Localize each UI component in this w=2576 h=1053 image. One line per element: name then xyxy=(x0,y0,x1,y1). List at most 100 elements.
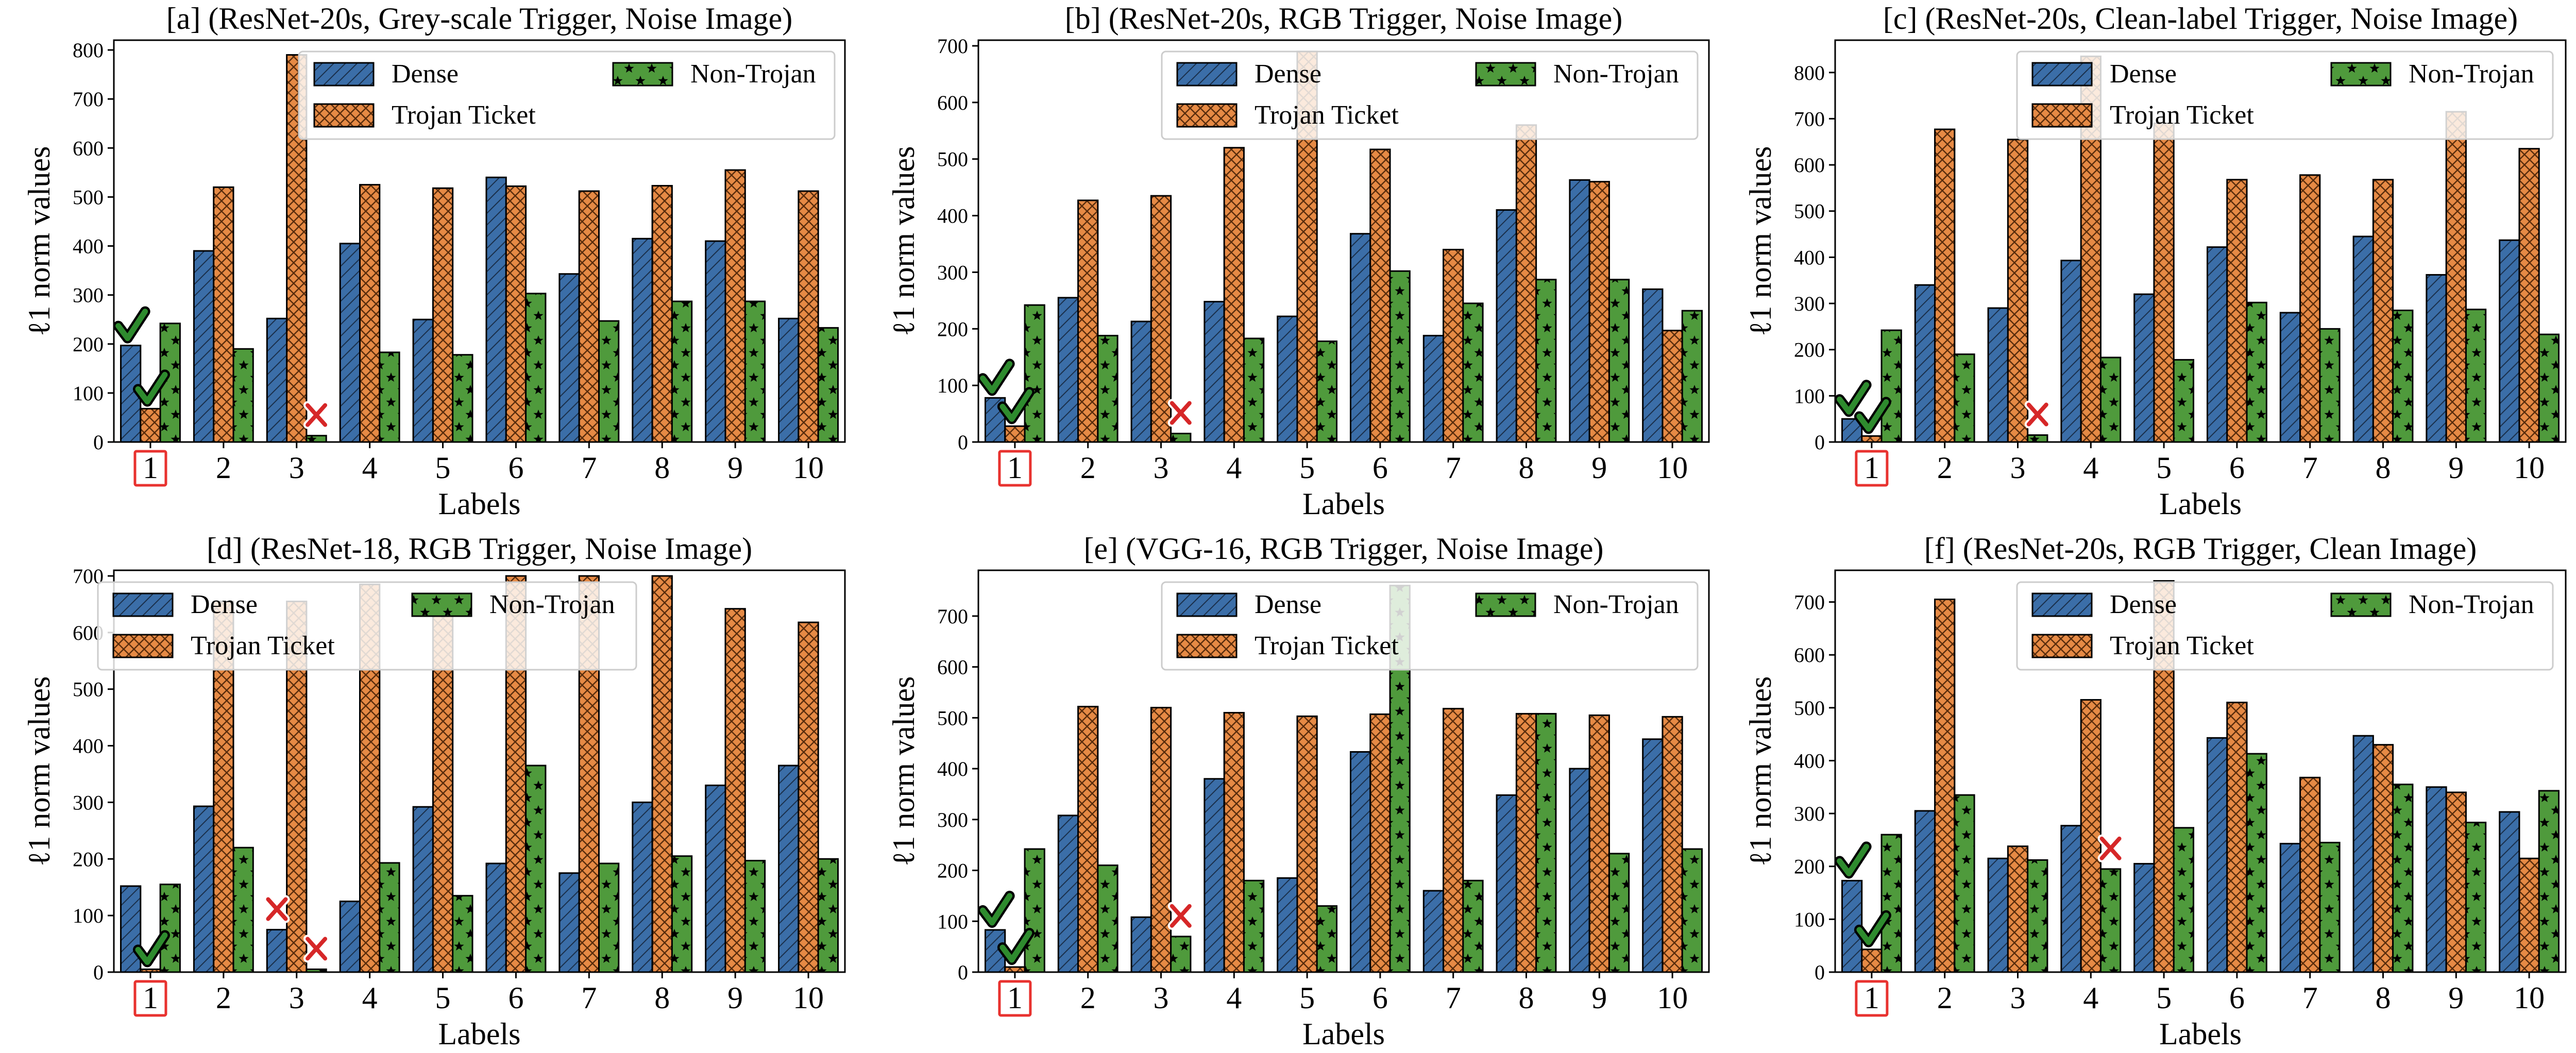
legend-swatch xyxy=(411,592,472,617)
legend-label: Dense xyxy=(1255,590,1321,619)
cross-icon xyxy=(1167,902,1194,930)
y-tick-label: 400 xyxy=(937,205,968,228)
bar-trojan-ticket-5 xyxy=(432,187,454,443)
x-tick-label: 1 xyxy=(1864,981,1879,1015)
bar-trojan-ticket-10 xyxy=(798,190,819,443)
plot-frame xyxy=(113,39,846,443)
bar-non-trojan-6 xyxy=(2246,301,2267,443)
x-tick-label: 10 xyxy=(793,981,824,1015)
y-tick-label: 400 xyxy=(1794,246,1825,269)
legend-swatch xyxy=(2031,592,2093,617)
bar-non-trojan-9 xyxy=(1608,853,1630,973)
x-tick-label: 7 xyxy=(581,981,597,1015)
legend-label: Dense xyxy=(392,59,459,89)
x-tick-label: 2 xyxy=(1937,451,1953,485)
y-tick-label: 600 xyxy=(937,656,968,679)
bar-non-trojan-8 xyxy=(1535,712,1557,973)
bar-dense-8 xyxy=(1496,209,1517,443)
x-tick-label: 3 xyxy=(289,451,304,485)
bar-trojan-ticket-6 xyxy=(1369,148,1391,443)
cross-icon xyxy=(303,935,330,963)
bar-non-trojan-10 xyxy=(1681,310,1703,443)
bar-trojan-ticket-1 xyxy=(1861,435,1883,443)
legend-swatch xyxy=(1176,634,1238,658)
x-tick-label: 9 xyxy=(2448,981,2464,1015)
x-tick-label: 2 xyxy=(216,981,231,1015)
x-tick-label: 4 xyxy=(1226,451,1242,485)
y-tick-label: 500 xyxy=(1794,200,1825,223)
bar-non-trojan-2 xyxy=(232,348,254,443)
legend-label: Dense xyxy=(1255,59,1321,89)
bar-trojan-ticket-1 xyxy=(1004,425,1026,443)
legend-swatch xyxy=(2330,62,2392,87)
bar-non-trojan-7 xyxy=(598,320,620,443)
legend-label: Non-Trojan xyxy=(690,59,816,89)
legend: Dense Trojan Ticket Non-Trojan xyxy=(1161,50,1699,140)
bar-non-trojan-7 xyxy=(598,862,620,973)
bar-dense-4 xyxy=(2060,260,2082,443)
bar-trojan-ticket-10 xyxy=(798,621,819,973)
bar-trojan-ticket-9 xyxy=(724,169,746,443)
bar-trojan-ticket-10 xyxy=(2518,148,2540,443)
bar-dense-4 xyxy=(1204,301,1225,443)
x-tick-label: 6 xyxy=(1372,451,1388,485)
y-tick-label: 100 xyxy=(937,910,968,933)
bar-non-trojan-3 xyxy=(306,435,327,443)
y-axis-label: ℓ1 norm values xyxy=(887,146,921,336)
x-tick-label: 4 xyxy=(2083,451,2098,485)
bar-trojan-ticket-8 xyxy=(1515,124,1537,443)
x-tick-label: 10 xyxy=(1657,981,1688,1015)
legend: Dense Trojan Ticket Non-Trojan xyxy=(97,581,637,671)
plot-frame xyxy=(113,569,846,973)
legend-swatch xyxy=(112,592,174,617)
bar-trojan-ticket-10 xyxy=(1662,716,1683,973)
cross-icon xyxy=(303,401,330,429)
bar-dense-9 xyxy=(2426,786,2447,973)
legend-label: Trojan Ticket xyxy=(2110,631,2254,660)
x-tick-label: 9 xyxy=(2448,451,2464,485)
bar-non-trojan-4 xyxy=(2099,356,2122,443)
legend-label: Non-Trojan xyxy=(2409,59,2534,89)
bar-dense-7 xyxy=(558,872,580,973)
y-tick-label: 400 xyxy=(73,735,104,758)
y-tick-label: 600 xyxy=(937,91,968,114)
x-tick-label: 3 xyxy=(1154,451,1169,485)
x-axis-label: Labels xyxy=(1302,487,1385,521)
bar-dense-4 xyxy=(339,901,361,973)
x-tick-label: 3 xyxy=(2010,451,2026,485)
y-tick-label: 300 xyxy=(73,791,104,814)
x-tick-label: 9 xyxy=(1591,451,1607,485)
y-tick-label: 100 xyxy=(73,382,104,405)
x-tick-label: 5 xyxy=(1299,981,1315,1015)
bar-trojan-ticket-2 xyxy=(1077,706,1099,973)
bar-non-trojan-5 xyxy=(1316,905,1338,973)
cross-icon xyxy=(2024,400,2050,429)
x-tick-label: 8 xyxy=(2376,451,2391,485)
bar-dense-9 xyxy=(705,240,726,443)
x-tick-label: 10 xyxy=(2514,451,2545,485)
plot-frame xyxy=(1834,39,2567,443)
x-tick-label: 3 xyxy=(289,981,304,1015)
x-tick-label: 10 xyxy=(2514,981,2545,1015)
y-tick-label: 0 xyxy=(1815,431,1825,454)
bar-dense-10 xyxy=(2499,811,2520,973)
x-tick-label: 10 xyxy=(793,451,824,485)
bar-dense-10 xyxy=(778,317,800,443)
bar-dense-4 xyxy=(1204,778,1225,973)
bar-dense-3 xyxy=(1130,320,1152,443)
bar-dense-8 xyxy=(1496,794,1517,973)
bar-trojan-ticket-7 xyxy=(1443,248,1464,443)
highlight-box xyxy=(998,980,1032,1017)
y-tick-label: 0 xyxy=(93,431,104,454)
y-tick-label: 600 xyxy=(1794,643,1825,667)
chart-panel-f: [f] (ResNet-20s, RGB Trigger, Clean Imag… xyxy=(1743,532,2567,1051)
x-tick-label: 10 xyxy=(1657,451,1688,485)
legend-swatch xyxy=(2031,634,2093,658)
x-tick-label: 6 xyxy=(2229,981,2245,1015)
legend-label: Dense xyxy=(2110,59,2177,89)
check-icon-fill xyxy=(1837,382,1870,415)
y-tick-label: 500 xyxy=(73,185,104,209)
y-tick-label: 300 xyxy=(937,808,968,831)
x-tick-label: 4 xyxy=(362,981,378,1015)
